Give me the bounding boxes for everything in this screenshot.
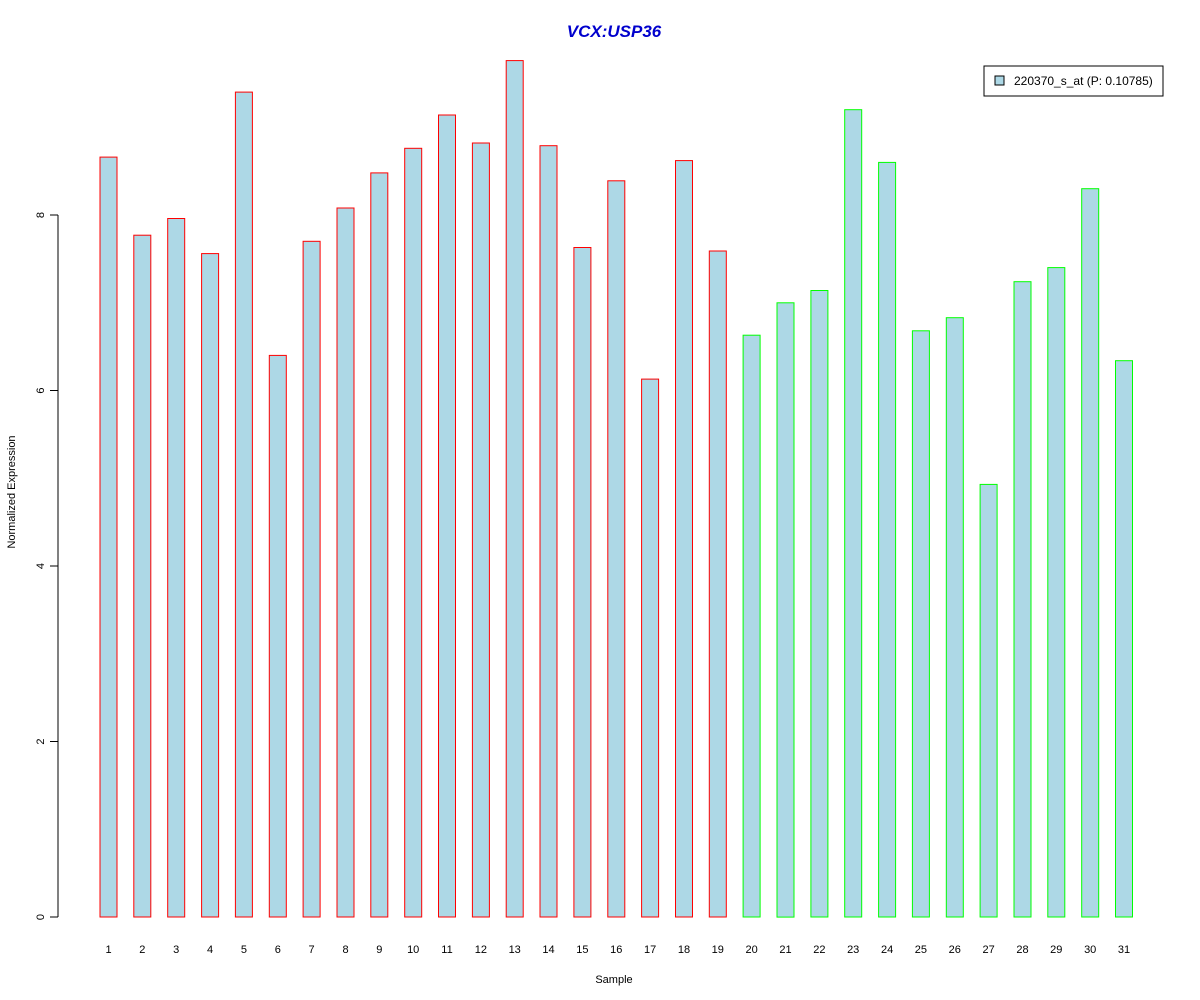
bar-sample-3 — [167, 218, 186, 918]
x-tick-label: 18 — [678, 944, 690, 956]
y-tick-label: 6 — [35, 387, 47, 393]
x-tick-label: 6 — [275, 944, 281, 956]
x-tick-label: 29 — [1050, 944, 1062, 956]
bar-sample-24 — [878, 161, 897, 918]
bar-sample-9 — [370, 172, 389, 918]
x-tick-label: 1 — [105, 944, 111, 956]
x-tick-label: 19 — [712, 944, 724, 956]
x-tick-label: 20 — [745, 944, 757, 956]
bar-sample-23 — [844, 109, 863, 918]
x-tick-label: 31 — [1118, 944, 1130, 956]
bar-sample-29 — [1047, 267, 1066, 918]
x-tick-label: 13 — [509, 944, 521, 956]
bar-sample-14 — [539, 145, 558, 918]
x-tick-label: 12 — [475, 944, 487, 956]
bar-sample-19 — [708, 250, 727, 918]
bar-sample-15 — [573, 247, 592, 918]
bar-sample-26 — [945, 317, 964, 918]
x-tick-label: 8 — [342, 944, 348, 956]
bar-sample-16 — [607, 180, 626, 918]
x-tick-label: 4 — [207, 944, 213, 956]
x-tick-label: 27 — [982, 944, 994, 956]
x-tick-label: 28 — [1016, 944, 1028, 956]
bar-sample-5 — [234, 91, 253, 918]
bar-sample-7 — [302, 240, 321, 918]
bar-sample-30 — [1081, 188, 1100, 918]
y-tick-label: 2 — [35, 738, 47, 744]
x-tick-label: 23 — [847, 944, 859, 956]
x-tick-label: 7 — [309, 944, 315, 956]
bar-sample-1 — [99, 156, 118, 918]
bar-sample-12 — [471, 142, 490, 918]
bar-sample-21 — [776, 302, 795, 918]
bar-sample-11 — [438, 114, 456, 918]
y-axis-label: Normalized Expression — [6, 435, 18, 548]
x-axis-labels: 1 2 3 4 5 6 7 8 9 10 11 12 13 14 15 16 17 18 19 20 21 22 23 24 2… — [105, 944, 1130, 956]
x-tick-label: 25 — [915, 944, 927, 956]
bar-sample-20 — [742, 334, 761, 918]
x-tick-label: 10 — [407, 944, 419, 956]
legend: 220370_s_at (P: 0.10785) — [983, 65, 1164, 97]
bar-sample-18 — [675, 160, 693, 918]
bar-sample-28 — [1013, 281, 1032, 918]
y-tick-label: 0 — [35, 914, 47, 920]
bar-sample-17 — [641, 378, 660, 918]
bars — [99, 60, 1133, 918]
bar-sample-22 — [810, 290, 829, 918]
x-tick-label: 22 — [813, 944, 825, 956]
legend-entry-label: 220370_s_at (P: 0.10785) — [1014, 74, 1153, 88]
y-axis: 0 2 4 6 8 — [35, 212, 59, 920]
bar-sample-4 — [201, 253, 220, 918]
bar-sample-2 — [133, 234, 152, 918]
chart-title: VCX:USP36 — [567, 22, 662, 41]
bar-sample-27 — [979, 483, 998, 918]
x-tick-label: 30 — [1084, 944, 1096, 956]
x-axis-label: Sample — [595, 974, 632, 986]
x-tick-label: 24 — [881, 944, 893, 956]
x-tick-label: 14 — [542, 944, 554, 956]
bar-sample-10 — [404, 147, 423, 918]
y-tick-label: 8 — [35, 212, 47, 218]
y-tick-label: 4 — [35, 563, 47, 569]
x-tick-label: 3 — [173, 944, 179, 956]
x-tick-label: 11 — [441, 944, 452, 956]
x-tick-label: 2 — [139, 944, 145, 956]
bar-sample-8 — [336, 207, 355, 918]
legend-box — [983, 65, 1164, 97]
x-tick-label: 26 — [949, 944, 961, 956]
x-tick-label: 21 — [779, 944, 791, 956]
x-tick-label: 16 — [610, 944, 622, 956]
x-tick-label: 15 — [576, 944, 588, 956]
x-tick-label: 17 — [644, 944, 656, 956]
bar-sample-25 — [911, 330, 930, 918]
x-tick-label: 5 — [241, 944, 247, 956]
bar-sample-13 — [505, 60, 524, 918]
legend-swatch — [994, 75, 1005, 86]
bar-sample-31 — [1115, 360, 1133, 918]
bar-sample-6 — [268, 354, 287, 918]
x-tick-label: 9 — [376, 944, 382, 956]
